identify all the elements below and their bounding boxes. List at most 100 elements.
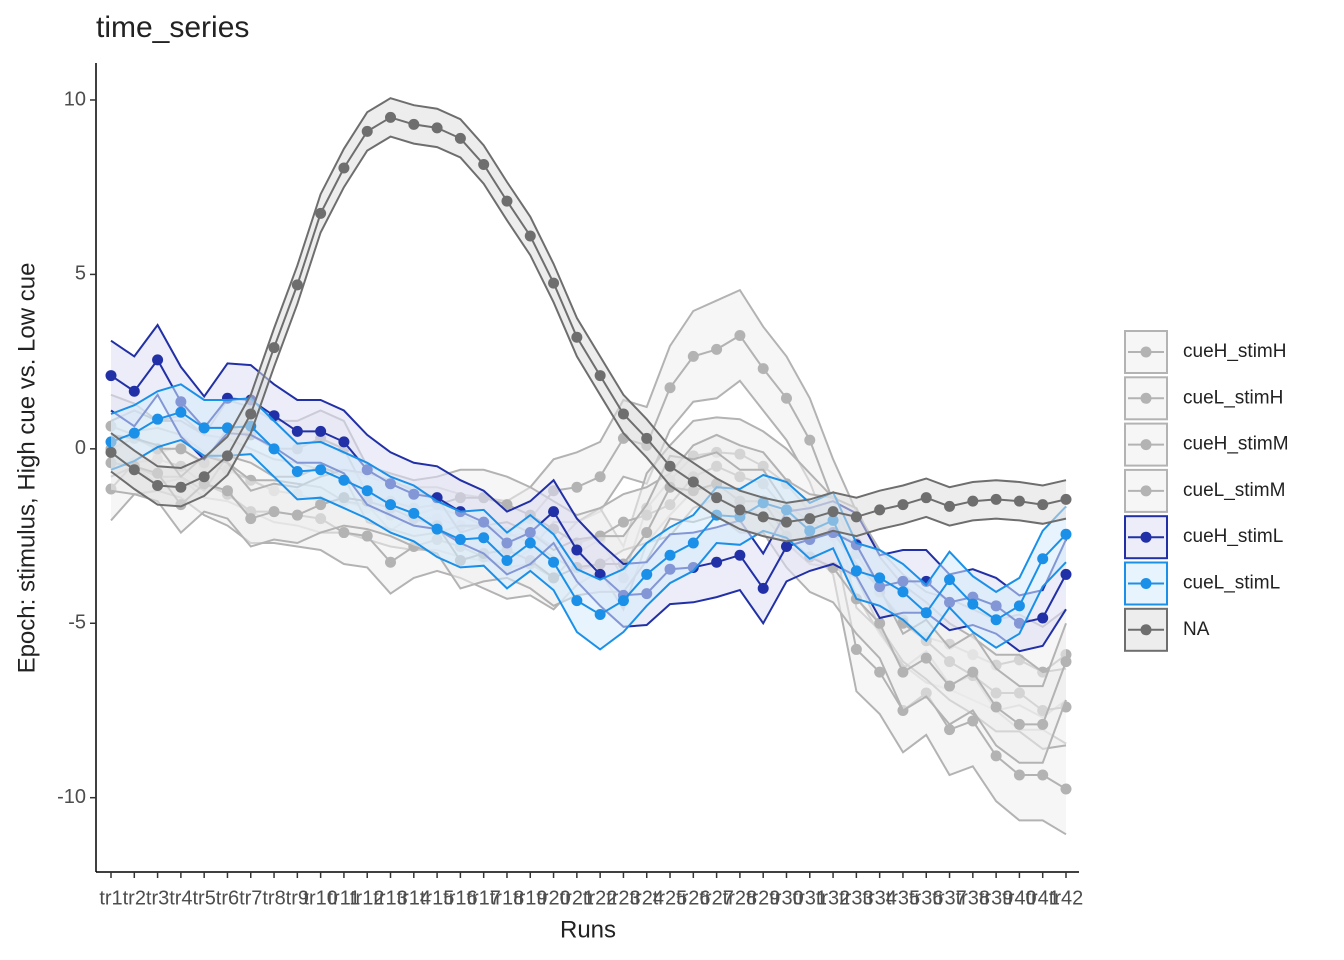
legend-label: cueL_stimM (1183, 480, 1285, 501)
point (152, 479, 164, 491)
point (897, 586, 909, 598)
legend-key-point (1140, 485, 1152, 497)
x-tick-label: tr33 (839, 887, 873, 909)
point (361, 125, 373, 137)
point (431, 122, 443, 134)
x-tick-label: tr13 (373, 887, 407, 909)
point (408, 118, 420, 130)
legend-label: NA (1183, 619, 1210, 640)
x-tick-label: tr27 (699, 887, 733, 909)
point (548, 277, 560, 289)
point (548, 506, 560, 518)
x-tick-label: tr16 (443, 887, 477, 909)
ribbon-upper-edge (110, 383, 1067, 594)
point (920, 607, 932, 619)
point (687, 350, 699, 362)
point (734, 329, 746, 341)
x-tick-label: tr30 (769, 887, 803, 909)
ribbon-lower-edge (110, 439, 1067, 651)
point (594, 568, 606, 580)
point (315, 207, 327, 219)
point (1060, 783, 1072, 795)
point (175, 481, 187, 493)
point (664, 549, 676, 561)
point (291, 279, 303, 291)
point (687, 537, 699, 549)
point (128, 464, 140, 476)
ribbon (111, 384, 1066, 650)
chart-title: time_series (96, 11, 249, 44)
point (571, 331, 583, 343)
point (1037, 612, 1049, 624)
legend-item[interactable]: cueH_stimL (1124, 515, 1283, 560)
legend-item[interactable]: cueH_stimM (1124, 422, 1289, 467)
point (571, 595, 583, 607)
ribbon (111, 290, 1066, 718)
legend-item[interactable]: cueL_stimL (1124, 561, 1280, 606)
point (268, 342, 280, 354)
x-tick-label: tr19 (513, 887, 547, 909)
point (990, 614, 1002, 626)
x-tick-label: tr22 (583, 887, 617, 909)
x-tick-label: tr2 (123, 887, 146, 909)
x-tick-label: tr11 (327, 887, 360, 909)
point (338, 527, 350, 539)
point (850, 565, 862, 577)
point (548, 556, 560, 568)
point (175, 406, 187, 418)
point (1060, 493, 1072, 505)
point (990, 701, 1002, 713)
point (897, 499, 909, 511)
x-tick-label: tr8 (262, 887, 285, 909)
point (641, 432, 653, 444)
plot-area (105, 97, 1072, 836)
legend-item[interactable]: cueH_stimH (1124, 330, 1286, 374)
point (967, 715, 979, 727)
legend-label: cueH_stimH (1183, 341, 1286, 362)
point (105, 370, 117, 382)
legend-label: cueH_stimM (1183, 434, 1289, 455)
point (408, 507, 420, 519)
point (524, 537, 536, 549)
legend-item[interactable]: NA (1124, 607, 1210, 652)
legend-item[interactable]: cueL_stimH (1124, 376, 1283, 421)
x-tick-label: tr9 (286, 887, 309, 909)
legend-key-point (1140, 531, 1152, 543)
point (1060, 656, 1072, 668)
legend-item[interactable]: cueL_stimM (1124, 468, 1285, 513)
ribbon-lower-edge (110, 135, 1067, 543)
ribbon-upper-edge (110, 97, 1067, 504)
x-tick-label: tr5 (192, 887, 215, 909)
point (571, 481, 583, 493)
legend-key-point (1140, 624, 1152, 636)
point (944, 574, 956, 586)
point (245, 513, 257, 525)
point (1037, 499, 1049, 511)
point (1037, 553, 1049, 565)
x-axis-label: Runs (560, 916, 616, 943)
legend-key-point (1140, 346, 1152, 358)
x-tick-label: tr15 (420, 887, 454, 909)
x-tick-label: tr7 (239, 887, 262, 909)
legend: cueH_stimH cueL_stimH cueH_stimM cueL_stimM… (1124, 330, 1289, 652)
point (338, 436, 350, 448)
point (757, 582, 769, 594)
point (338, 474, 350, 486)
point (687, 476, 699, 488)
x-tick-label: tr31 (793, 887, 827, 909)
x-tick-label: tr10 (303, 887, 337, 909)
point (920, 652, 932, 664)
point (594, 370, 606, 382)
point (431, 523, 443, 535)
point (804, 513, 816, 525)
point (1037, 769, 1049, 781)
x-tick-label: tr41 (1025, 887, 1059, 909)
legend-key-point (1140, 578, 1152, 589)
point (291, 466, 303, 478)
x-tick-label: tr26 (676, 887, 710, 909)
point (1060, 568, 1072, 580)
x-tick-label: tr29 (746, 887, 780, 909)
point (617, 408, 629, 420)
ribbon (111, 434, 1066, 763)
point (944, 680, 956, 692)
